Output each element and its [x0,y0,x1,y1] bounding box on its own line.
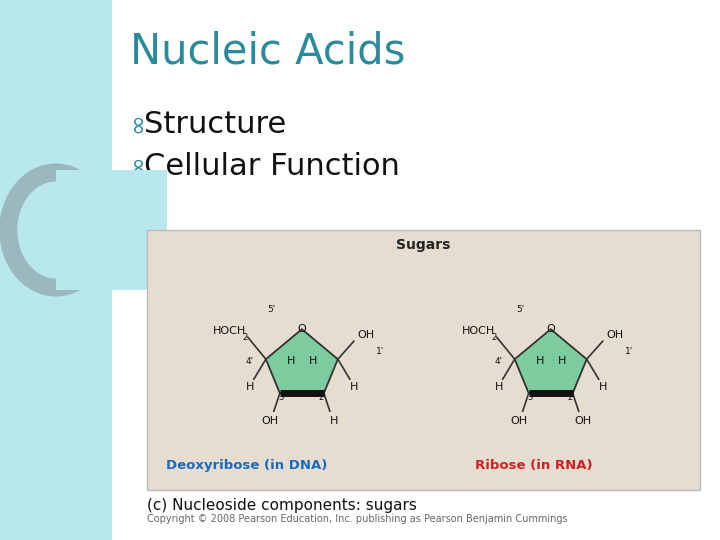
Text: 2: 2 [242,333,248,342]
Text: 3': 3' [527,393,534,402]
Text: Copyright © 2008 Pearson Education, Inc. publishing as Pearson Benjamin Cummings: Copyright © 2008 Pearson Education, Inc.… [147,514,567,524]
Bar [56,170,167,290]
Text: OH: OH [261,416,279,426]
Text: ∞: ∞ [125,154,150,175]
Text: Sugars: Sugars [396,238,451,252]
Text: 2: 2 [491,333,496,342]
Text: H: H [287,356,295,366]
Text: 2': 2' [567,393,575,402]
Text: O: O [546,324,555,334]
Text: O: O [297,324,306,334]
Text: H: H [350,382,358,392]
Text: (c) Nucleoside components: sugars: (c) Nucleoside components: sugars [147,498,417,513]
Text: OH: OH [606,330,624,340]
Text: OH: OH [574,416,591,426]
Text: H: H [557,356,566,366]
Text: 4': 4' [495,357,503,366]
Text: HOCH: HOCH [213,326,246,336]
Bar [147,230,700,490]
Text: OH: OH [357,330,374,340]
Text: HOCH: HOCH [462,326,495,336]
Text: 1': 1' [376,347,384,356]
Text: 5': 5' [268,305,276,314]
Text: 2': 2' [318,393,325,402]
Text: OH: OH [510,416,527,426]
Text: H: H [536,356,544,366]
Bar [0,0,112,540]
Text: Cellular Function: Cellular Function [143,152,400,181]
Text: 4': 4' [246,357,254,366]
Text: 3': 3' [278,393,286,402]
Text: H: H [246,382,254,392]
Text: 1': 1' [624,347,633,356]
Text: Nucleic Acids: Nucleic Acids [130,30,405,72]
Polygon shape [266,329,338,393]
Text: Structure: Structure [143,110,286,139]
Ellipse shape [23,190,89,270]
Text: H: H [330,416,338,426]
Text: H: H [495,382,503,392]
Text: Deoxyribose (in DNA): Deoxyribose (in DNA) [166,460,327,472]
Polygon shape [515,329,587,393]
Text: ∞: ∞ [125,112,150,133]
Text: 5': 5' [516,305,525,314]
Text: H: H [309,356,317,366]
Text: H: H [598,382,607,392]
Text: Ribose (in RNA): Ribose (in RNA) [475,460,593,472]
